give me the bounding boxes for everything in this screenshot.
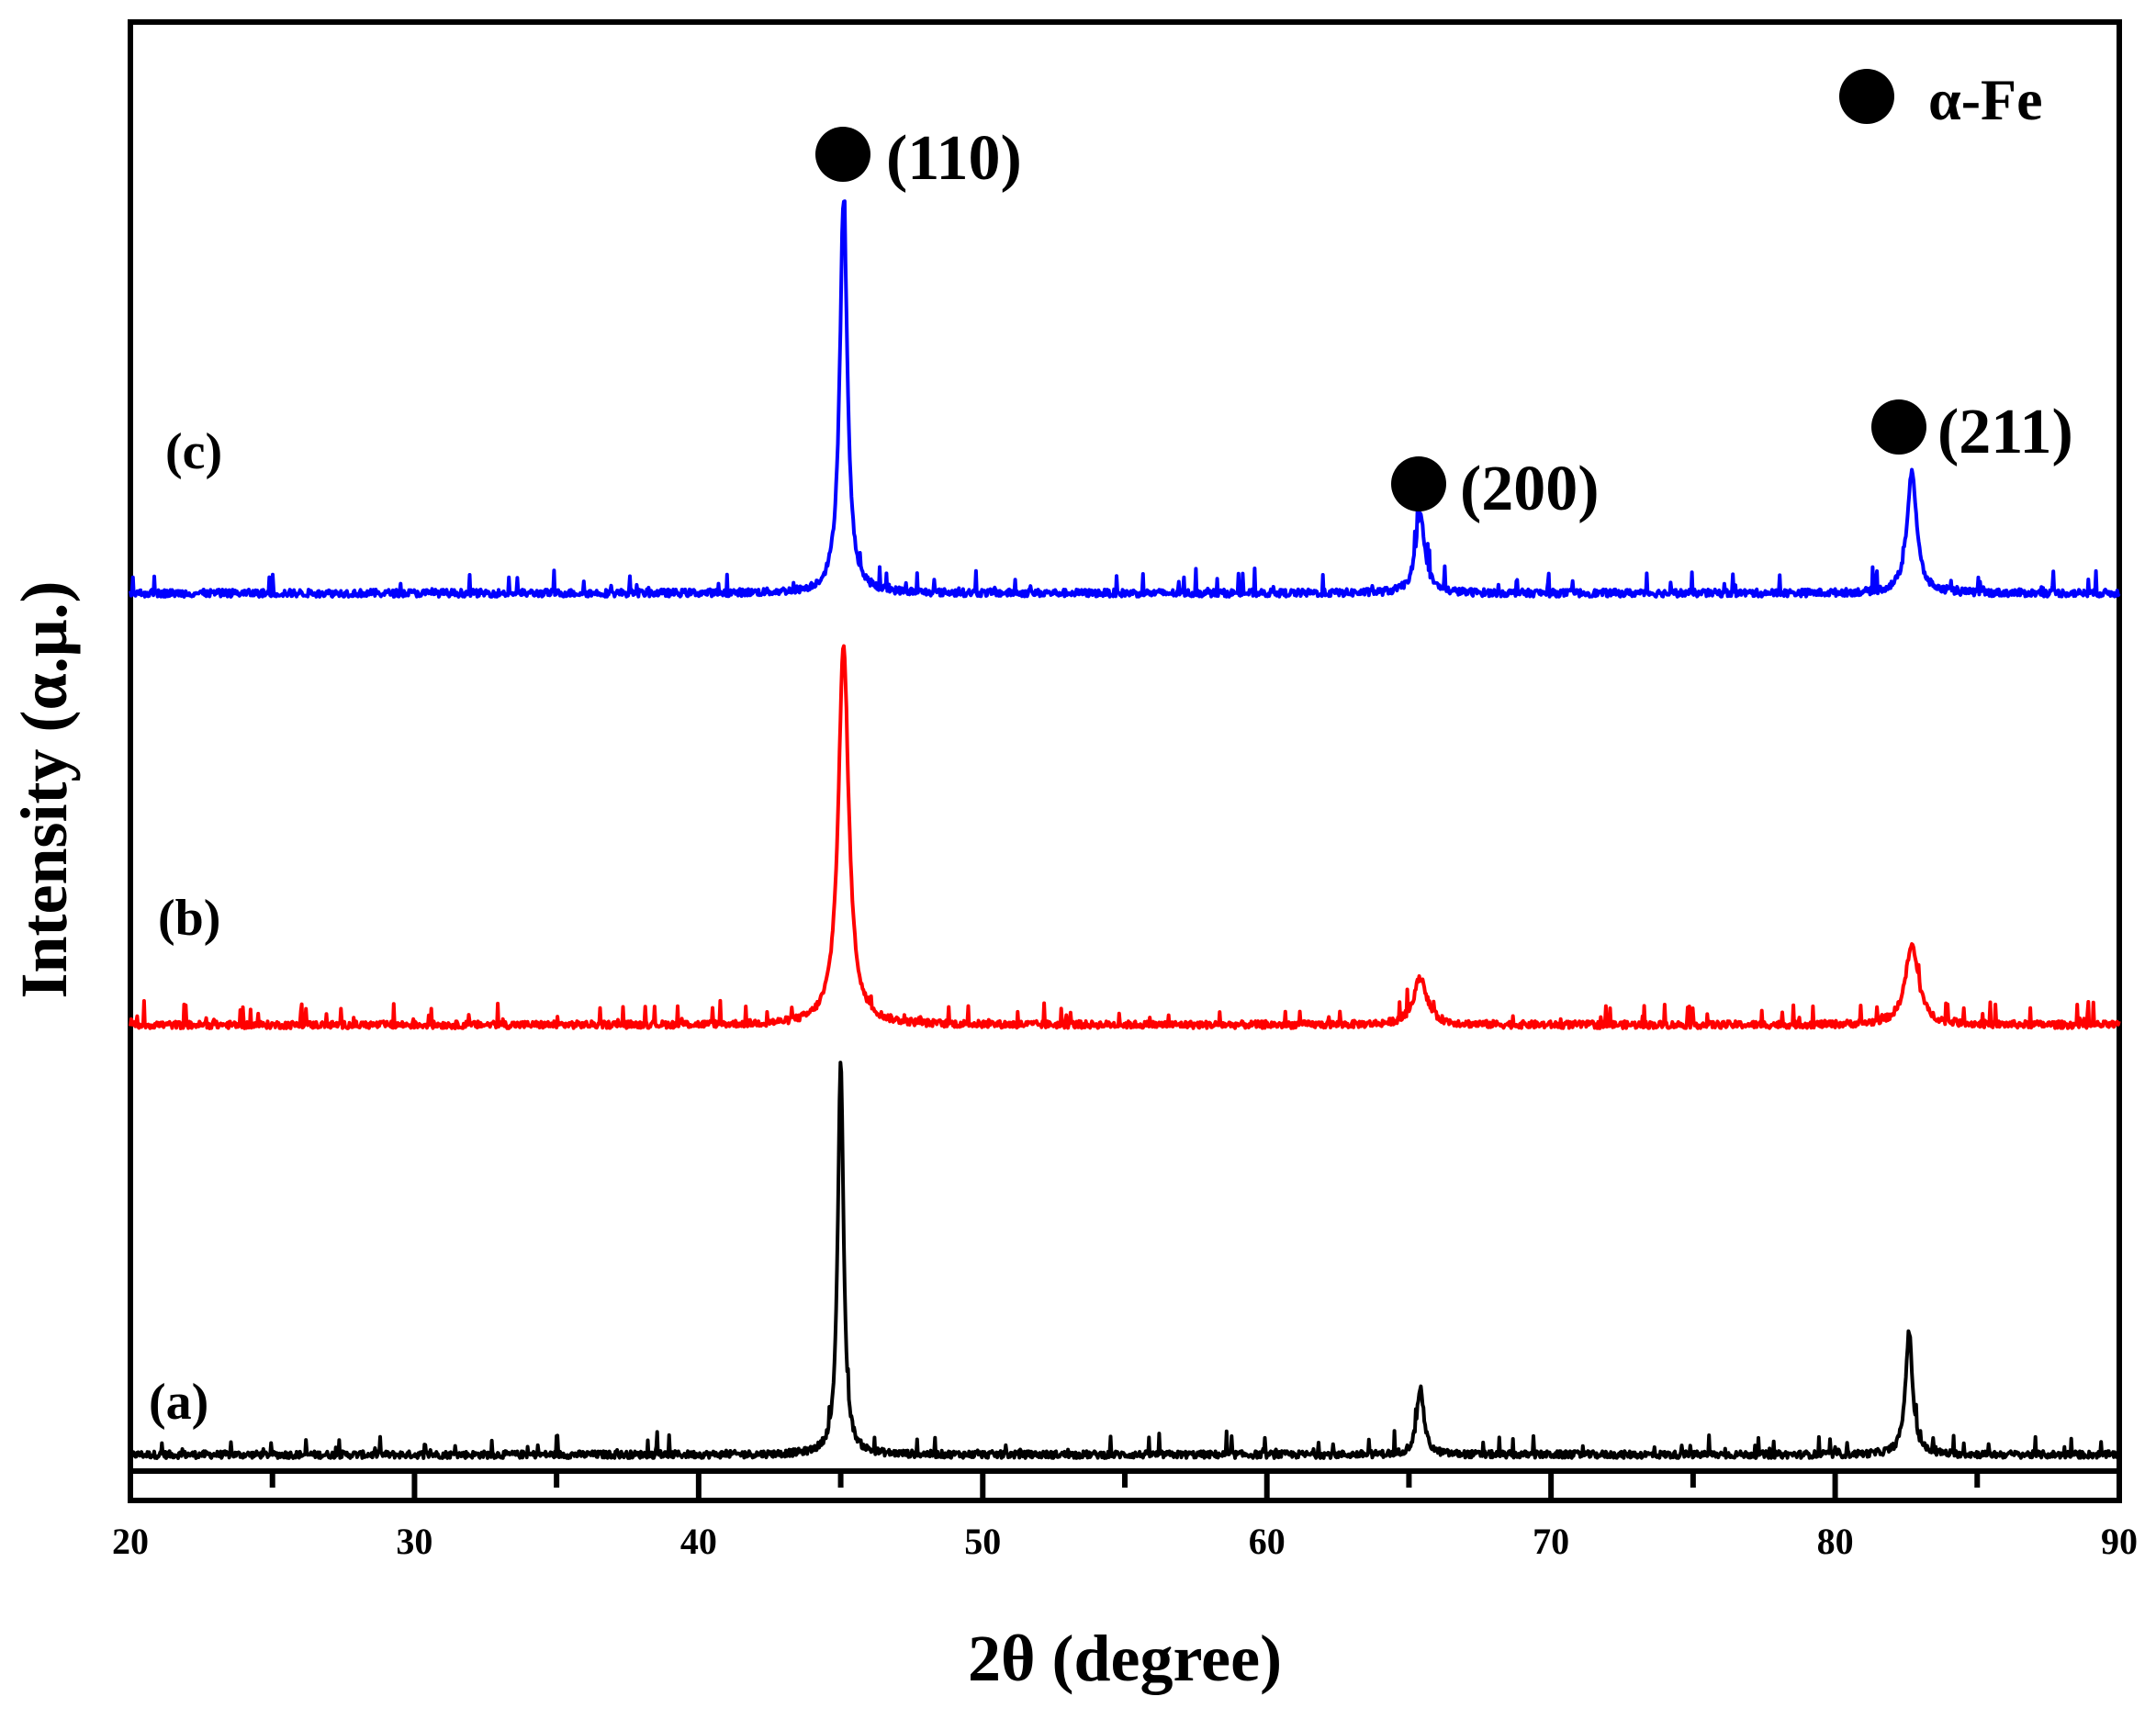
x-axis-title: 2θ (degree) [968,1622,1282,1695]
series-line-a [129,1061,2121,1460]
x-tick-label: 50 [964,1521,1001,1562]
peak-label-211: (211) [1937,397,2073,467]
legend-marker-icon [1839,69,1894,124]
x-tick-label: 30 [396,1521,432,1562]
plot-frame [128,19,2122,1503]
series-label-c: (c) [165,423,222,480]
x-tick-label: 20 [112,1521,149,1562]
x-tick-label: 80 [1817,1521,1854,1562]
x-tick-label: 90 [2101,1521,2138,1562]
series-line-c [129,199,2121,599]
series-label-a: (a) [149,1374,208,1431]
peak-annotation-200: (200) [1391,454,1600,524]
series-line-b [129,644,2121,1030]
peak-annotation-110: (110) [815,123,1022,194]
series-group [129,199,2121,1460]
x-tick-label: 60 [1249,1521,1286,1562]
x-tick-label: 70 [1533,1521,1569,1562]
alpha-fe-marker-icon [815,127,870,182]
y-axis-title: Intensity (α.μ.) [7,581,81,999]
legend: α-Fe [1839,67,2043,132]
peak-label-200: (200) [1460,454,1600,524]
x-ticks: 20 30 40 50 60 70 80 90 [112,1471,2138,1562]
alpha-fe-marker-icon [1391,456,1446,511]
alpha-fe-marker-icon [1871,399,1926,455]
series-label-b: (b) [158,890,220,947]
legend-label: α-Fe [1928,67,2043,132]
peak-annotation-211: (211) [1871,397,2073,467]
x-tick-label: 40 [680,1521,717,1562]
peak-label-110: (110) [886,123,1022,194]
